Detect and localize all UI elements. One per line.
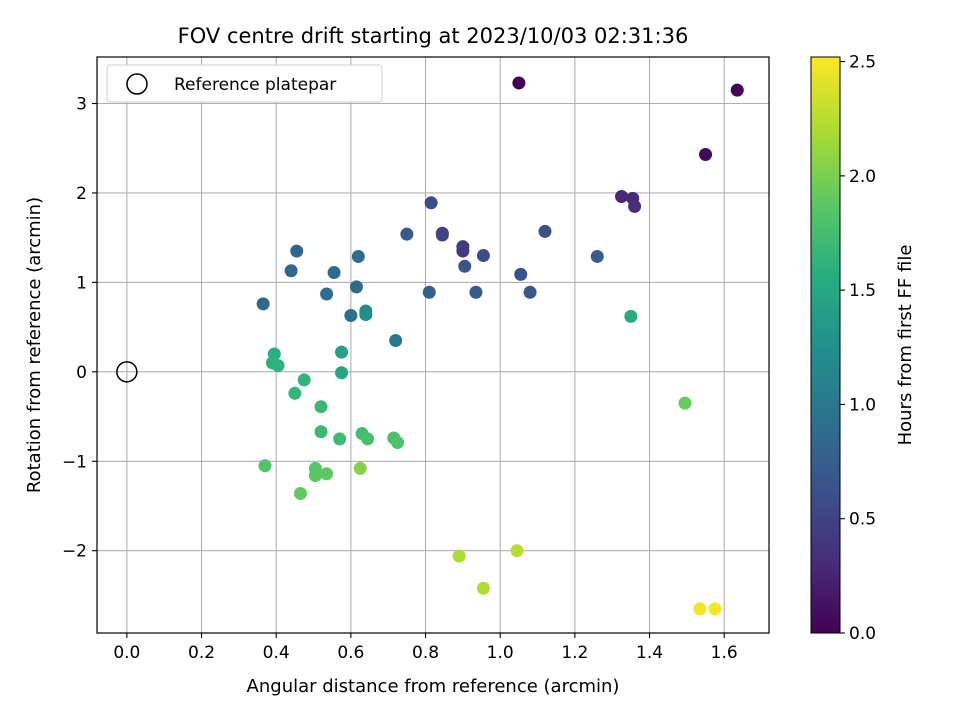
x-tick-label: 0.8 [412,643,439,663]
x-tick-label: 1.4 [636,643,663,663]
data-point [314,425,328,439]
data-point [327,266,341,280]
reference-layer [116,361,138,383]
data-point [256,297,270,311]
data-point [359,304,373,318]
y-tick-label: 1 [76,273,87,293]
colorbar-tick-label: 2.0 [849,167,876,187]
x-tick-label: 0.2 [188,643,215,663]
x-axis-ticks: 0.0 0.2 0.4 0.6 0.8 1.0 1.2 1.4 1.6 [113,633,738,663]
x-tick-label: 0.4 [263,643,290,663]
data-point [314,400,328,414]
data-point [333,432,347,446]
y-tick-label: −1 [62,452,87,472]
data-point [297,373,311,387]
y-tick-label: 0 [76,363,87,383]
data-point [308,469,322,483]
colorbar-tick-label: 0.0 [849,624,876,644]
y-tick-label: −2 [62,542,87,562]
data-point [476,581,490,595]
data-point [452,549,466,563]
data-points [256,76,744,616]
colorbar [810,56,841,634]
data-point [730,83,744,97]
data-point [391,435,405,449]
x-tick-label: 1.2 [561,643,588,663]
data-point [288,386,302,400]
data-point [400,227,414,241]
data-point [523,285,537,299]
data-point [456,240,470,254]
colorbar-label: Hours from first FF file [895,245,916,446]
data-point [344,308,358,322]
data-point [590,249,604,263]
chart-title: FOV centre drift starting at 2023/10/03 … [178,24,689,48]
data-point [512,76,526,90]
data-point [351,249,365,263]
data-point [335,366,349,380]
grid-lines [97,57,769,633]
legend-box [106,64,383,103]
data-point [435,228,449,242]
x-tick-label: 0.6 [337,643,364,663]
colorbar-tick-label: 1.5 [849,281,876,301]
data-point [349,280,363,294]
data-point [624,309,638,323]
y-axis-ticks: −2 −1 0 1 2 3 [62,95,97,562]
y-tick-label: 3 [76,95,87,115]
data-point [320,467,334,481]
data-point [389,334,403,348]
data-point [353,461,367,475]
x-tick-label: 1.6 [711,643,738,663]
data-point [290,244,304,258]
data-point [293,486,307,500]
data-point [335,345,349,359]
legend-entry-label: Reference platepar [174,75,336,95]
data-point [458,259,472,273]
plot-frame [96,56,770,634]
x-tick-label: 1.0 [487,643,514,663]
data-point [424,196,438,210]
data-point [699,147,713,161]
colorbar-tick-label: 1.0 [849,395,876,415]
y-axis-label: Rotation from reference (arcmin) [24,197,45,493]
data-point [678,396,692,410]
y-tick-label: 2 [76,184,87,204]
data-point [361,432,375,446]
data-point [422,285,436,299]
data-point [538,224,552,238]
colorbar-tick-label: 2.5 [849,53,876,73]
reference-platepar-marker [116,361,138,383]
colorbar-tick-label: 0.5 [849,510,876,530]
x-axis-label: Angular distance from reference (arcmin) [247,676,620,697]
data-point [693,602,707,616]
data-point [628,199,642,213]
data-point [510,544,524,558]
data-point [258,459,272,473]
data-point [320,287,334,301]
colorbar-ticks: 0.0 0.5 1.0 1.5 2.0 2.5 [840,53,876,644]
legend: Reference platepar [106,64,383,103]
data-point [469,285,483,299]
data-point [514,267,528,281]
data-point [271,359,285,373]
data-point [708,602,722,616]
x-tick-label: 0.0 [113,643,140,663]
data-point [476,249,490,263]
data-point [284,264,298,278]
data-point [615,190,629,204]
legend-reference-marker [126,73,148,95]
